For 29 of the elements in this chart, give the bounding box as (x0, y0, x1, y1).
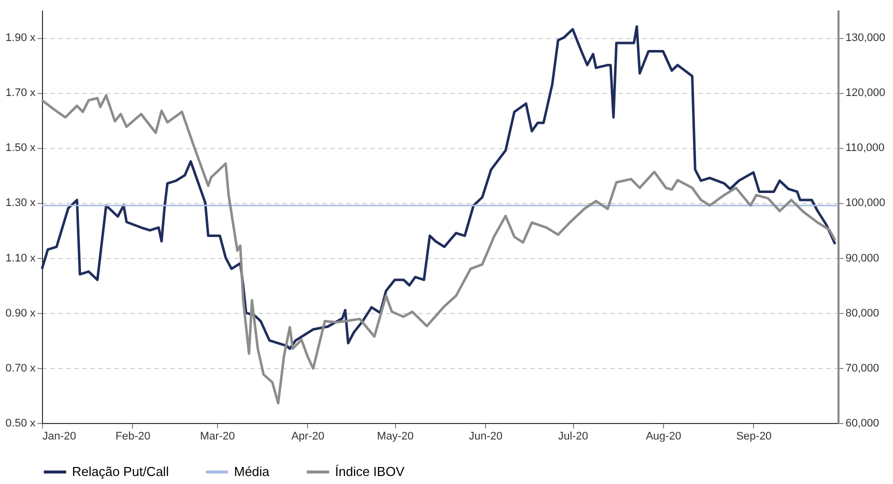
y-tick-label: 1.30 x (6, 197, 36, 210)
y-tick-label: 0.50 x (6, 418, 36, 430)
y2-tick-label: 80,000 (846, 307, 880, 320)
x-tick-label: Aug-20 (646, 430, 682, 442)
x-tick-label: Jun-20 (468, 430, 503, 442)
y-tick-label: 0.70 x (6, 362, 36, 374)
y-tick-label: 1.90 x (6, 32, 36, 44)
x-tick-label: Sep-20 (736, 430, 772, 442)
x-tick-label: Mar-20 (200, 430, 235, 442)
y2-tick-label: 70,000 (846, 362, 880, 374)
y2-tick-label: 130,000 (846, 32, 886, 44)
x-tick-label: Jul-20 (558, 430, 588, 442)
x-tick-label: May-20 (376, 430, 414, 442)
line-series (40, 25, 836, 350)
y2-tick-label: 120,000 (846, 87, 886, 100)
y2-tick-label: 100,000 (846, 197, 886, 210)
y-tick-label: 1.50 x (6, 142, 36, 154)
x-tick-label: Feb-20 (115, 430, 150, 442)
y-tick-label: 0.90 x (6, 307, 36, 320)
y-tick-label: 1.10 x (6, 252, 36, 264)
y-tick-label: 1.70 x (6, 87, 36, 100)
legend-label: Relação Put/Call (72, 464, 169, 479)
y2-tick-label: 60,000 (846, 418, 880, 430)
x-tick-label: Apr-20 (291, 430, 324, 442)
y2-tick-label: 90,000 (846, 252, 880, 264)
y2-tick-label: 110,000 (846, 142, 884, 154)
legend-label: Média (234, 464, 270, 479)
x-tick-label: Jan-20 (42, 430, 76, 442)
legend-label: Índice IBOV (335, 464, 405, 479)
